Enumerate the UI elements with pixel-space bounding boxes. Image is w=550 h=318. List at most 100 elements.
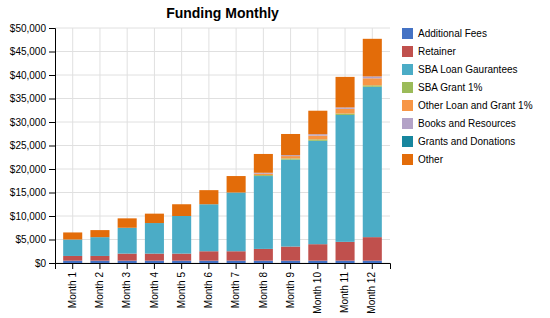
- tick-label: $50,000: [10, 23, 47, 34]
- bar-segment: [118, 261, 137, 263]
- bar-segment: [363, 87, 382, 237]
- legend-swatch: [402, 136, 413, 147]
- bar-series: [63, 87, 382, 256]
- bar-segment: [90, 230, 109, 237]
- x-tick: Month 4: [149, 263, 160, 308]
- bar-segment: [172, 216, 191, 254]
- bar-segment: [172, 204, 191, 216]
- x-tick: Month 3: [121, 263, 132, 308]
- y-tick: $5,000: [15, 234, 55, 245]
- bar-segment: [254, 176, 273, 249]
- grid-line-x: [99, 28, 100, 263]
- tick-label: $35,000: [10, 93, 47, 104]
- y-tick: $40,000: [10, 70, 55, 81]
- bar-segment: [227, 251, 246, 260]
- bar-segment: [145, 214, 164, 223]
- bar-segment: [227, 176, 246, 192]
- tick-label: Month 11: [339, 272, 350, 313]
- tick-label: Month 10: [312, 272, 323, 314]
- bar-segment: [254, 154, 273, 173]
- bar-segment: [281, 160, 300, 247]
- legend-item: Grants and Donations: [402, 136, 515, 147]
- x-axis: Month 1Month 2Month 3Month 4Month 5Month…: [56, 263, 391, 314]
- bar-segment: [363, 39, 382, 77]
- bar-segment: [308, 139, 327, 140]
- tick-mark: [72, 263, 73, 269]
- x-tick: Month 8: [258, 263, 269, 308]
- tick-mark: [290, 263, 291, 269]
- y-tick: $50,000: [10, 23, 55, 34]
- legend-swatch: [402, 154, 413, 165]
- bar-series: [254, 85, 382, 176]
- tick-label: $40,000: [10, 70, 47, 81]
- legend-item: Other Loan and Grant 1%: [402, 100, 533, 111]
- tick-label: $0: [35, 258, 47, 269]
- bar-segment: [308, 111, 327, 135]
- bar-segment: [308, 141, 327, 244]
- bar-segment: [254, 261, 273, 263]
- bar-segment: [199, 204, 218, 251]
- tick-mark: [345, 263, 346, 269]
- bar-segment: [63, 232, 82, 239]
- tick-mark: [49, 146, 55, 147]
- legend-label: Retainer: [418, 46, 456, 57]
- legend-swatch: [402, 100, 413, 111]
- bar-segment: [145, 261, 164, 263]
- grid: [55, 28, 390, 263]
- bar-segment: [63, 240, 82, 256]
- legend-item: Books and Resources: [402, 118, 516, 129]
- legend-item: SBA Grant 1%: [402, 82, 483, 93]
- legend-label: Additional Fees: [418, 28, 487, 39]
- tick-mark: [49, 52, 55, 53]
- tick-label: Month 3: [121, 272, 132, 309]
- tick-mark: [49, 193, 55, 194]
- bar-segment: [308, 136, 327, 140]
- bar-segment: [363, 85, 382, 86]
- bar-segment: [281, 247, 300, 261]
- bar-segment: [281, 134, 300, 155]
- bar-segment: [363, 261, 382, 263]
- bar-segment: [145, 254, 164, 261]
- grid-line-y: [55, 28, 390, 29]
- y-tick: $10,000: [10, 211, 55, 222]
- bar-segment: [308, 244, 327, 260]
- bar-segment: [118, 254, 137, 261]
- tick-label: Month 5: [176, 272, 187, 309]
- legend-item: Other: [402, 154, 444, 165]
- legend: Additional Fees Retainer SBA Loan Gaurante…: [402, 28, 533, 165]
- bar-segment: [336, 107, 355, 108]
- tick-mark: [99, 263, 100, 269]
- bar-segment: [336, 261, 355, 263]
- title: Funding Monthly: [166, 5, 279, 21]
- tick-mark: [154, 263, 155, 269]
- bar-segment: [63, 256, 82, 261]
- y-tick: $30,000: [10, 117, 55, 128]
- bar-segment: [363, 78, 382, 85]
- bar-segment: [199, 251, 218, 260]
- tick-mark: [49, 28, 55, 29]
- legend-item: Retainer: [402, 46, 456, 57]
- tick-mark: [49, 263, 55, 264]
- x-tick: Month 9: [285, 263, 296, 308]
- legend-item: Additional Fees: [402, 28, 487, 39]
- x-tick: Month 7: [230, 263, 241, 308]
- bar-segment: [172, 261, 191, 263]
- tick-mark: [263, 263, 264, 269]
- bar-segment: [227, 193, 246, 252]
- legend-swatch: [402, 46, 413, 57]
- plot: $0$5,000$10,000$15,000$20,000$25,000$30,…: [10, 23, 391, 314]
- y-tick: $35,000: [10, 93, 55, 104]
- y-tick: $0: [35, 258, 55, 269]
- bar-segment: [118, 228, 137, 254]
- tick-label: $10,000: [10, 211, 47, 222]
- legend-item: SBA Loan Gaurantees: [402, 64, 518, 75]
- tick-mark: [372, 263, 373, 269]
- tick-label: $20,000: [10, 164, 47, 175]
- bar-segment: [199, 190, 218, 204]
- bar-segment: [308, 134, 327, 135]
- tick-mark: [49, 75, 55, 76]
- bar-segment: [336, 114, 355, 115]
- legend-swatch: [402, 64, 413, 75]
- y-tick: $20,000: [10, 164, 55, 175]
- x-tick: Month 12: [366, 263, 377, 314]
